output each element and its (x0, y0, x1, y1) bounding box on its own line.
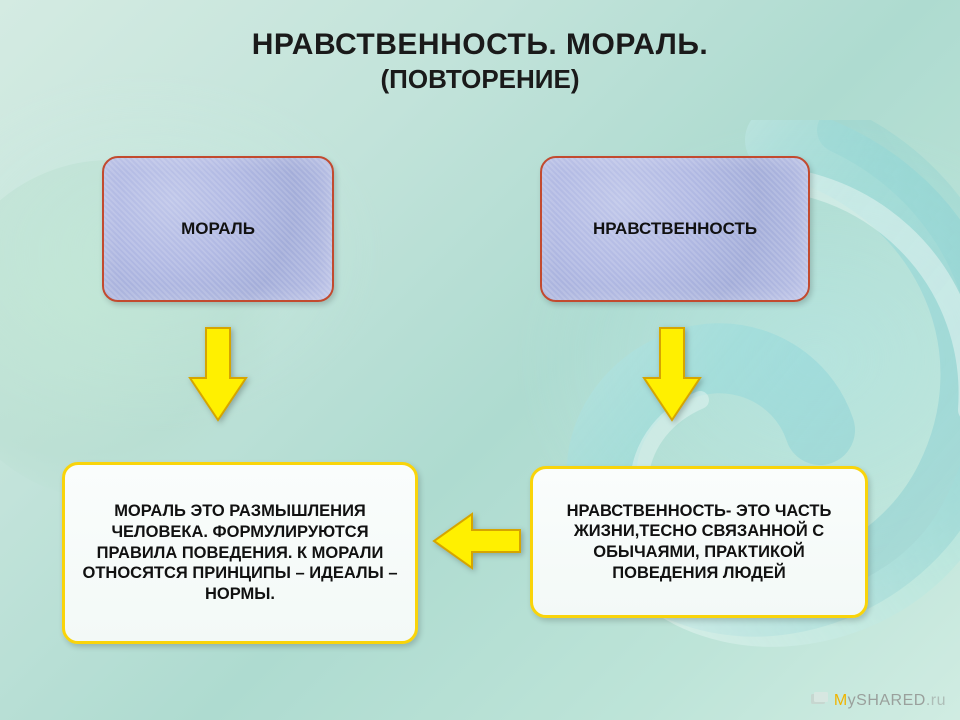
node-moral-label: МОРАЛЬ (181, 218, 255, 239)
slide-title: НРАВСТВЕННОСТЬ. МОРАЛЬ. (ПОВТОРЕНИЕ) (0, 28, 960, 95)
node-nravstvennost-definition-text: НРАВСТВЕННОСТЬ- ЭТО ЧАСТЬ ЖИЗНИ,ТЕСНО СВ… (547, 501, 851, 584)
title-main: НРАВСТВЕННОСТЬ. МОРАЛЬ. (0, 28, 960, 62)
watermark: МySHARED.ru (811, 692, 946, 710)
watermark-icon (811, 692, 829, 706)
arrow-left-middle (430, 510, 524, 572)
arrow-down-left (186, 324, 250, 424)
node-moral-definition-text: МОРАЛЬ ЭТО РАЗМЫШЛЕНИЯ ЧЕЛОВЕКА. ФОРМУЛИ… (79, 501, 401, 604)
node-nravstvennost-label: НРАВСТВЕННОСТЬ (593, 218, 757, 239)
arrow-down-right (640, 324, 704, 424)
node-nravstvennost: НРАВСТВЕННОСТЬ (540, 156, 810, 302)
node-moral: МОРАЛЬ (102, 156, 334, 302)
node-moral-definition: МОРАЛЬ ЭТО РАЗМЫШЛЕНИЯ ЧЕЛОВЕКА. ФОРМУЛИ… (62, 462, 418, 644)
node-nravstvennost-definition: НРАВСТВЕННОСТЬ- ЭТО ЧАСТЬ ЖИЗНИ,ТЕСНО СВ… (530, 466, 868, 618)
watermark-rest: ySHARED (848, 692, 926, 709)
watermark-m: М (834, 692, 848, 709)
title-sub: (ПОВТОРЕНИЕ) (0, 64, 960, 95)
